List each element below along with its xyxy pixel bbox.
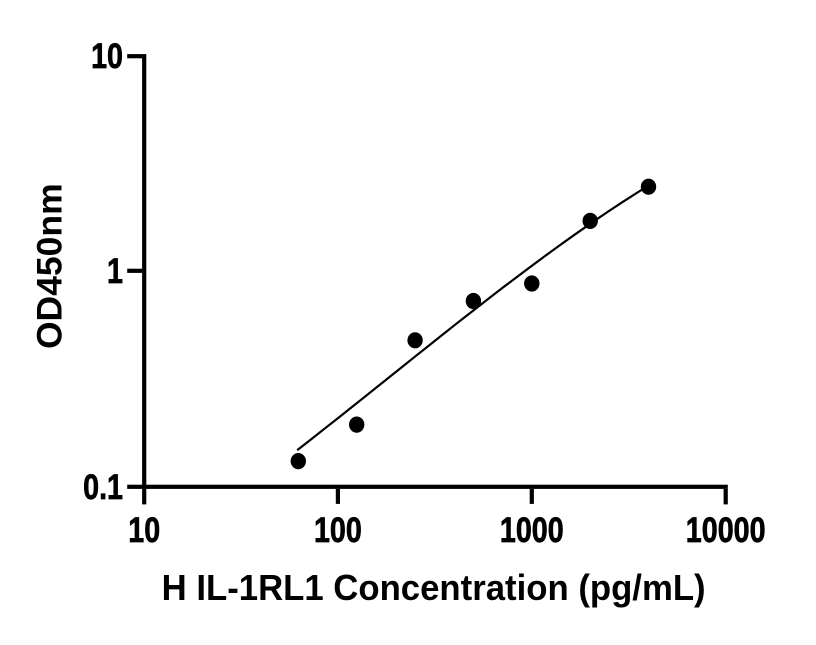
svg-text:10: 10 (91, 36, 123, 75)
svg-text:1: 1 (107, 251, 123, 290)
svg-text:1000: 1000 (500, 510, 564, 549)
svg-text:10000: 10000 (686, 510, 766, 549)
svg-text:H IL-1RL1 Concentration (pg/mL: H IL-1RL1 Concentration (pg/mL) (162, 568, 706, 608)
svg-text:0.1: 0.1 (83, 467, 123, 506)
svg-text:10: 10 (128, 510, 160, 549)
svg-text:100: 100 (314, 510, 362, 549)
svg-text:OD450nm: OD450nm (29, 183, 69, 349)
